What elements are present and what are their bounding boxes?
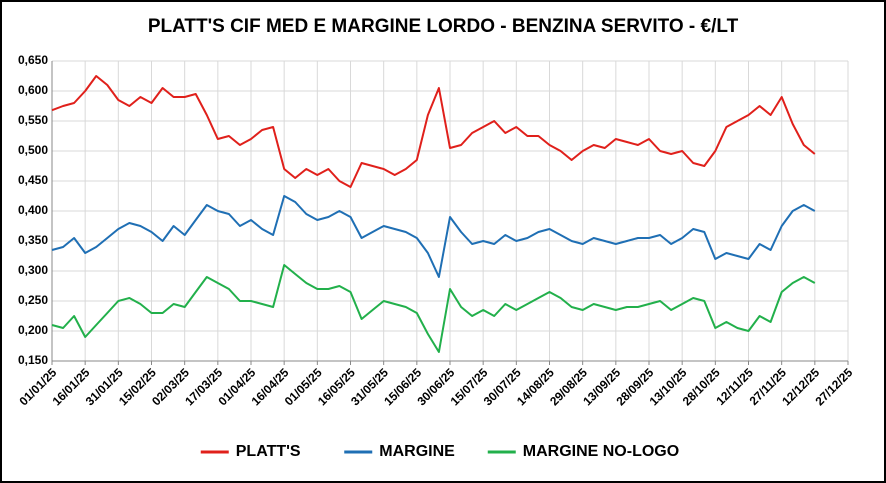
y-tick-label: 0,550 xyxy=(18,113,48,127)
y-tick-label: 0,250 xyxy=(18,293,48,307)
series-line xyxy=(51,264,816,353)
series-line xyxy=(51,75,816,188)
y-tick-label: 0,350 xyxy=(18,233,48,247)
y-tick-label: 0,200 xyxy=(18,323,48,337)
legend-label: PLATT'S xyxy=(236,443,301,460)
y-tick-label: 0,150 xyxy=(18,353,48,367)
legend-label: MARGINE xyxy=(379,443,455,460)
y-tick-label: 0,400 xyxy=(18,203,48,217)
chart-title: PLATT'S CIF MED E MARGINE LORDO - BENZIN… xyxy=(148,16,739,37)
series-line xyxy=(51,195,816,278)
legend-label: MARGINE NO-LOGO xyxy=(523,443,679,460)
y-tick-label: 0,300 xyxy=(18,263,48,277)
y-tick-label: 0,450 xyxy=(18,173,48,187)
y-tick-label: 0,650 xyxy=(18,53,48,67)
y-tick-label: 0,500 xyxy=(18,143,48,157)
y-tick-label: 0,600 xyxy=(18,83,48,97)
